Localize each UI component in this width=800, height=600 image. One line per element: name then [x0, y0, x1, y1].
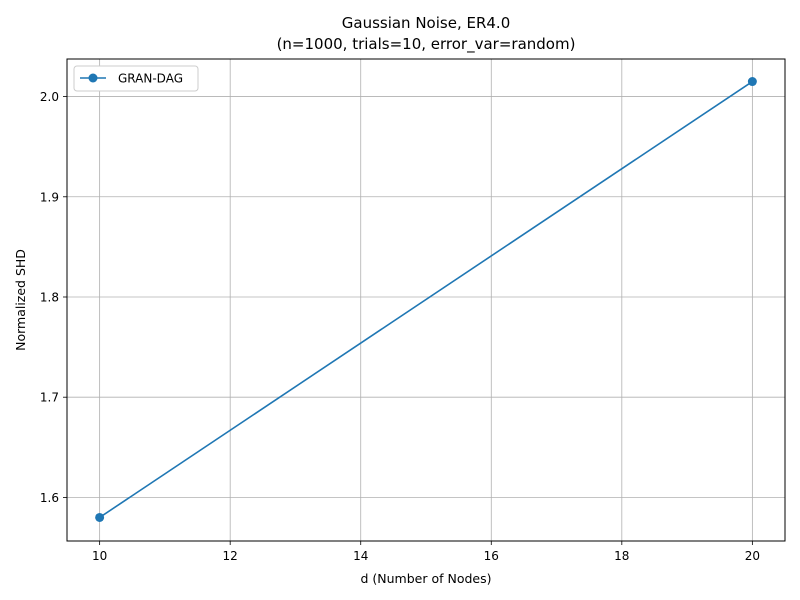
plot-frame [66, 58, 786, 542]
chart-title: Gaussian Noise, ER4.0 [342, 14, 511, 32]
y-tick-label: 1.9 [40, 190, 59, 204]
grid [67, 59, 785, 541]
series-layer [95, 77, 757, 522]
x-tick-label: 18 [614, 549, 629, 563]
data-point [747, 77, 757, 87]
legend-box [73, 65, 199, 92]
y-tick-label: 2.0 [40, 90, 59, 104]
x-tick-label: 20 [745, 549, 760, 563]
y-axis-label: Normalized SHD [13, 249, 28, 351]
legend-marker-swatch [88, 73, 98, 83]
series-line [99, 80, 753, 519]
y-tick-label: 1.7 [40, 391, 59, 405]
legend-label: GRAN-DAG [118, 72, 183, 86]
y-tick-label: 1.8 [40, 290, 59, 304]
chart-subtitle: (n=1000, trials=10, error_var=random) [277, 35, 576, 54]
axis-ticks: 10 12 14 16 18 20 1.6 1.7 1.8 1.9 2.0 [40, 90, 760, 563]
x-tick-label: 12 [223, 549, 238, 563]
x-tick-label: 14 [353, 549, 368, 563]
y-tick-label: 1.6 [40, 491, 59, 505]
x-tick-label: 10 [92, 549, 107, 563]
x-axis-label: d (Number of Nodes) [360, 571, 491, 586]
legend: GRAN-DAG [73, 65, 199, 92]
x-tick-label: 16 [484, 549, 499, 563]
data-point [95, 512, 105, 522]
